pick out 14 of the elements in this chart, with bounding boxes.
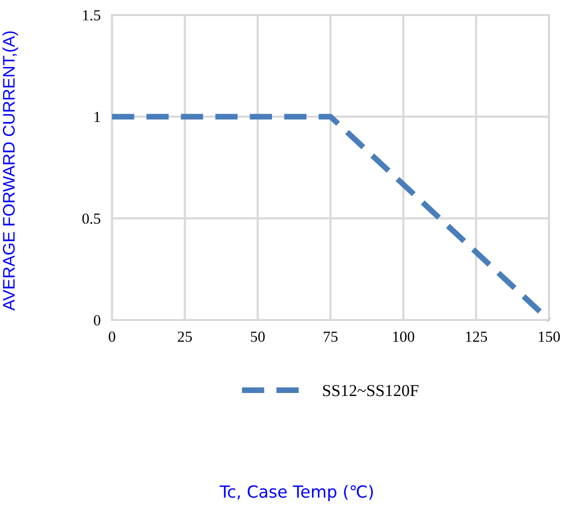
x-tick-label: 125 [466, 332, 488, 342]
x-tick-label: 150 [538, 332, 560, 342]
x-tick-label: 50 [250, 332, 265, 342]
y-tick-label: 0.5 [82, 213, 100, 224]
text: Tc, Case Temp (℃) [220, 484, 373, 502]
x-tick-label: 25 [178, 332, 192, 342]
y-tick-label: 1 [94, 112, 100, 122]
legend-label: SS12~SS120F [323, 384, 418, 396]
y-axis-title: AVERAGE FORWARD CURRENT,(A) [2, 31, 18, 311]
y-tick-label: 0 [94, 315, 100, 326]
x-tick-label: 100 [393, 332, 414, 342]
x-tick-label: 0 [108, 332, 116, 342]
y-tick-label: 1.5 [83, 10, 100, 21]
x-tick-label: 75 [324, 332, 338, 342]
